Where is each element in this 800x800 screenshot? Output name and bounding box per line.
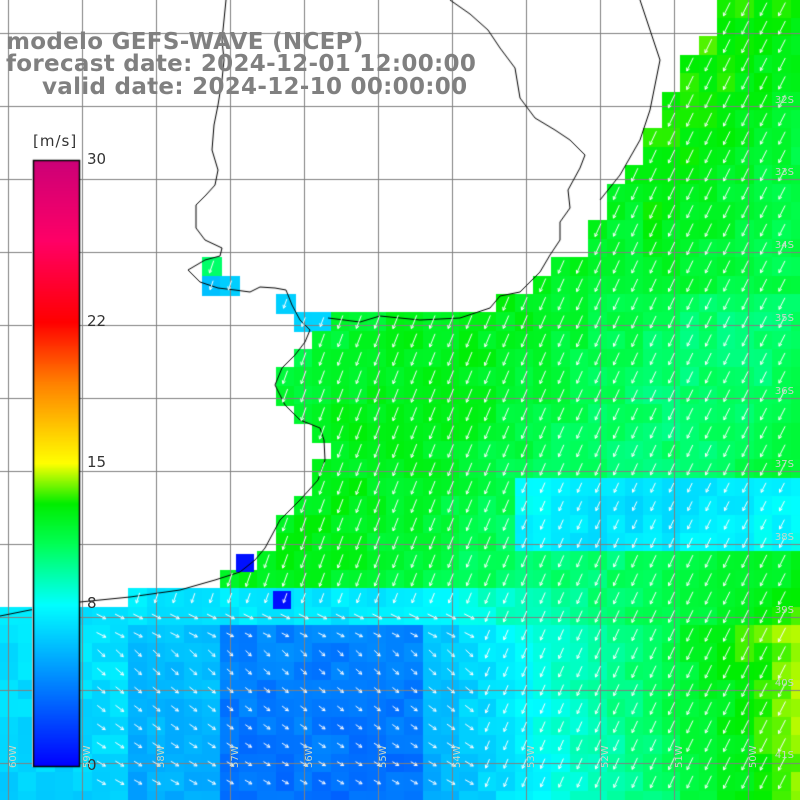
latitude-label: 41S — [774, 750, 794, 761]
latitude-label: 33S — [774, 167, 794, 178]
latitude-label: 39S — [774, 605, 794, 616]
longitude-label: 51W — [674, 745, 685, 768]
longitude-label: 55W — [378, 745, 389, 768]
longitude-label: 52W — [600, 745, 611, 768]
longitude-label: 57W — [230, 745, 241, 768]
longitude-label: 50W — [748, 745, 759, 768]
latitude-label: 35S — [774, 313, 794, 324]
latitude-label: 40S — [774, 678, 794, 689]
latitude-label: 38S — [774, 532, 794, 543]
longitude-label: 59W — [82, 745, 93, 768]
forecast-date-title: forecast date: 2024-12-01 12:00:00 — [6, 51, 477, 77]
longitude-label: 58W — [156, 745, 167, 768]
longitude-label: 53W — [526, 745, 537, 768]
colorbar-tick-label: 8 — [87, 594, 97, 612]
latitude-label: 34S — [774, 240, 794, 251]
model-title: modelo GEFS-WAVE (NCEP) — [6, 29, 364, 55]
colorbar-tick-label: 0 — [87, 756, 97, 774]
latitude-label: 32S — [774, 95, 794, 106]
latitude-label: 36S — [774, 386, 794, 397]
colorbar-unit-label: [m/s] — [33, 132, 78, 150]
longitude-label: 60W — [8, 745, 19, 768]
colorbar-tick-label: 15 — [87, 453, 107, 471]
valid-date-title: valid date: 2024-12-10 00:00:00 — [42, 74, 468, 100]
longitude-label: 54W — [452, 745, 463, 768]
colorbar-tick-label: 30 — [87, 150, 107, 168]
longitude-label: 56W — [304, 745, 315, 768]
colorbar-tick-label: 22 — [87, 312, 107, 330]
latitude-label: 37S — [774, 459, 794, 470]
